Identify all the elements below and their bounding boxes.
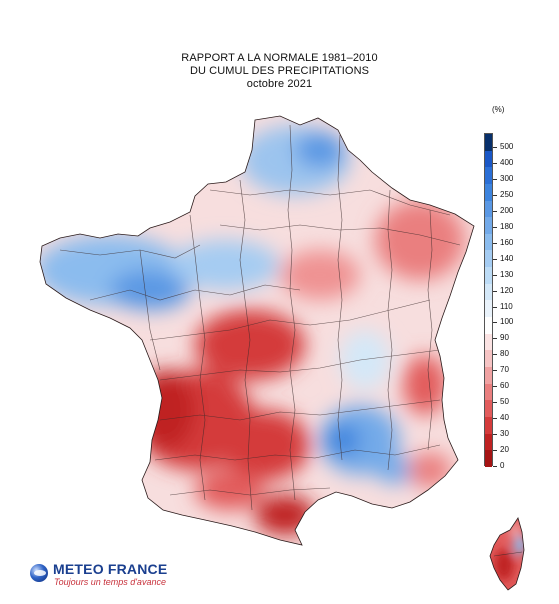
legend-segment [485,300,492,318]
legend-label: 130 [500,269,514,279]
legend-segment [485,366,492,384]
legend-tick [493,466,497,467]
legend-tick [493,386,497,388]
legend-tick [493,178,497,180]
legend-tick [493,354,497,356]
legend-segment [485,134,492,151]
legend-label: 20 [500,445,509,455]
legend-segment [485,233,492,251]
legend-tick [493,258,497,260]
meteo-france-logo: METEO FRANCE Toujours un temps d'avance [30,558,190,590]
legend-label: 120 [500,285,514,295]
legend-segment [485,267,492,284]
legend-segment [485,350,492,367]
legend-segment [485,333,492,351]
legend-label: 500 [500,142,514,151]
legend-tick [493,226,497,228]
meteo-france-logo-icon [30,564,48,582]
legend-label: 0 [500,461,505,470]
legend-segment [485,250,492,268]
legend-label: 300 [500,173,514,183]
legend-label: 400 [500,157,514,167]
legend-segment [485,167,492,184]
logo-name: METEO FRANCE [53,561,168,577]
legend-label: 70 [500,365,509,375]
legend-label: 50 [500,397,509,407]
title-line-3: octobre 2021 [246,78,313,90]
legend-tick [493,210,497,212]
legend-tick [493,370,497,372]
legend-label: 90 [500,333,509,343]
logo-slogan: Toujours un temps d'avance [54,577,166,587]
legend-label: 160 [500,237,514,247]
legend-tick [493,274,497,276]
legend-label: 30 [500,429,509,439]
legend-tick [493,338,497,340]
legend-label: 180 [500,221,514,231]
legend-tick [493,147,497,148]
legend-segment [485,450,492,467]
legend-tick [493,306,497,308]
legend-tick [493,402,497,404]
legend-tick [493,290,497,292]
legend-colorbar [484,133,493,467]
legend-label: 140 [500,253,514,263]
legend-segment [485,416,492,434]
legend-unit: (%) [492,105,505,114]
title-line-2: DU CUMUL DES PRECIPITATIONS [189,65,370,77]
legend-tick [493,418,497,420]
legend-segment [485,183,492,201]
legend-label: 100 [500,317,514,327]
legend-label: 80 [500,349,509,359]
legend-tick [493,322,497,324]
legend-label: 60 [500,381,509,391]
legend-segment [485,217,492,234]
map-title: RAPPORT A LA NORMALE 1981–2010 DU CUMUL … [0,52,559,91]
legend-segment [485,433,492,451]
legend-segment [485,200,492,218]
legend-tick [493,450,497,452]
legend-tick [493,434,497,436]
legend-segment [485,383,492,401]
legend-tick [493,162,497,164]
legend-tick [493,242,497,244]
mainland-france [40,116,474,545]
legend-tick [493,194,497,196]
legend-segment [485,400,492,417]
legend-label: 40 [500,413,509,423]
legend-segment [485,283,492,301]
title-line-1: RAPPORT A LA NORMALE 1981–2010 [181,52,378,64]
legend-label: 250 [500,189,514,199]
legend-segment [485,150,492,168]
legend-label: 110 [500,301,513,311]
corsica-inset [489,517,525,591]
legend-label: 200 [500,205,514,215]
legend-segment [485,317,492,334]
